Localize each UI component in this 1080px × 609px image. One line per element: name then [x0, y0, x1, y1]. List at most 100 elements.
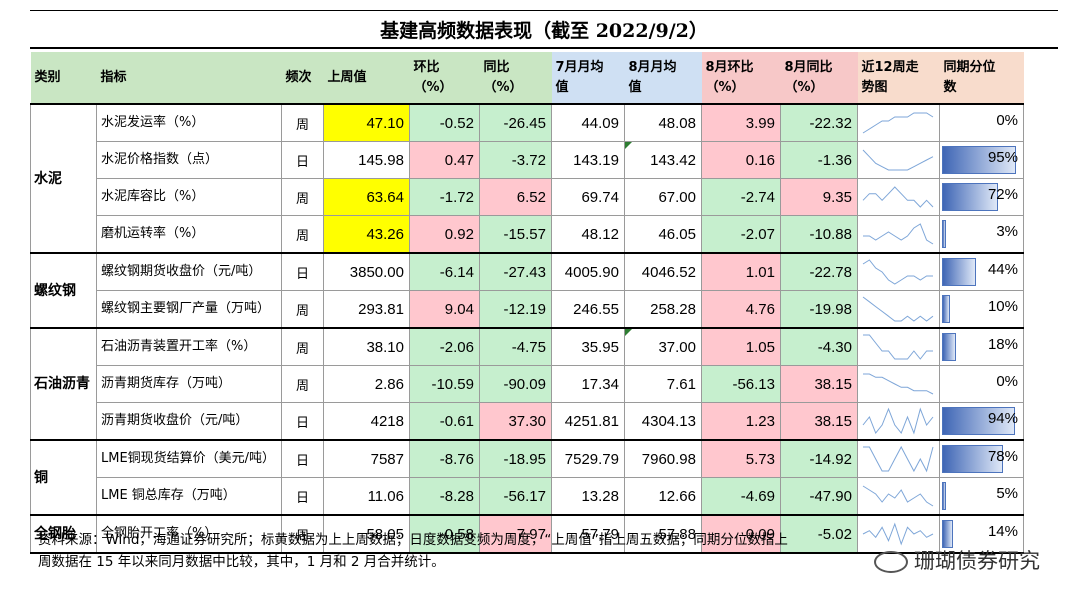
category-cell: 石油沥青: [30, 327, 97, 441]
wow-value: -10.59: [409, 365, 480, 403]
percentile-bar: [942, 183, 999, 211]
wow-value: -8.28: [409, 477, 480, 516]
header-yoy: 同比 （%）: [479, 52, 552, 104]
percentile-cell: 18%: [939, 327, 1024, 366]
jul-avg-value: 69.74: [551, 178, 625, 216]
percentile-cell: 3%: [939, 215, 1024, 254]
aug-yoy-value: -4.30: [780, 327, 858, 366]
yoy-value: -26.45: [479, 103, 552, 142]
trend-sparkline: [857, 252, 940, 291]
yoy-value: -90.09: [479, 365, 552, 403]
header-trend: 近12周走 势图: [857, 52, 940, 104]
table-title: 基建高频数据表现（截至 2022/9/2）: [380, 20, 708, 42]
frequency-cell: 日: [281, 141, 324, 179]
sparkline-line: [862, 522, 934, 546]
aug-yoy-value: -1.36: [780, 141, 858, 179]
percentile-value: 94%: [987, 410, 1018, 427]
table-row: 铜 LME铜现货结算价（美元/吨）日 7587 -8.76 -18.95 7529.79 7…: [30, 439, 1024, 516]
wechat-icon: [874, 551, 908, 573]
category-cell: 铜: [30, 439, 97, 516]
header-percentile: 同期分位数: [939, 52, 1024, 104]
sparkline-chart: [862, 186, 934, 208]
percentile-bar: [942, 258, 977, 286]
trend-sparkline: [857, 215, 940, 254]
watermark: 珊瑚债券研究: [874, 545, 1040, 575]
yoy-value: 37.30: [479, 402, 552, 441]
last-week-value: 293.81: [323, 290, 410, 329]
aug-avg-value: 4304.13: [624, 402, 702, 441]
yoy-value: 6.52: [479, 178, 552, 216]
aug-wow-value: -2.74: [701, 178, 781, 216]
frequency-cell: 周: [281, 290, 324, 329]
percentile-value: 72%: [987, 186, 1018, 203]
aug-yoy-value: 9.35: [780, 178, 858, 216]
category-cell: 螺纹钢: [30, 252, 97, 329]
aug-yoy-value: -5.02: [780, 514, 858, 554]
aug-wow-value: 1.01: [701, 252, 781, 291]
table-row: 石油沥青 石油沥青装置开工率（%）周 38.10 -2.06 -4.75 35.95 37.…: [30, 327, 1024, 441]
wow-value: 0.47: [409, 141, 480, 179]
indicator-name: 全钢胎开工率（%）: [96, 514, 282, 554]
aug-wow-value: -4.69: [701, 477, 781, 516]
jul-avg-value: 4251.81: [551, 402, 625, 441]
jul-avg-value: 143.19: [551, 141, 625, 179]
aug-wow-value: 5.73: [701, 439, 781, 478]
trend-sparkline: [857, 477, 940, 516]
sparkline-line: [862, 112, 934, 134]
aug-avg-value: 7.61: [624, 365, 702, 403]
last-week-value: 58.05: [323, 514, 410, 554]
aug-yoy-value: -14.92: [780, 439, 858, 478]
percentile-value: 95%: [987, 149, 1018, 166]
percentile-cell: 0%: [939, 103, 1024, 142]
wow-value: 9.04: [409, 290, 480, 329]
header-jul-avg: 7月月均值: [551, 52, 625, 104]
frequency-cell: 周: [281, 327, 324, 366]
aug-yoy-value: 38.15: [780, 365, 858, 403]
percentile-value: 78%: [987, 448, 1018, 465]
percentile-bar: [942, 520, 953, 548]
aug-wow-value: 0.16: [701, 141, 781, 179]
yoy-value: -18.95: [479, 439, 552, 478]
watermark-text: 珊瑚债券研究: [914, 549, 1040, 573]
header-wow: 环比 （%）: [409, 52, 480, 104]
frequency-cell: 周: [281, 514, 324, 554]
table-body: 水泥 水泥发运率（%）周 47.10 -0.52 -26.45 44.09 48.08 3.9…: [30, 103, 1024, 554]
jul-avg-value: 246.55: [551, 290, 625, 329]
aug-yoy-value: -47.90: [780, 477, 858, 516]
frequency-cell: 日: [281, 252, 324, 291]
aug-avg-value: 143.42: [624, 141, 702, 179]
header-aug-yoy: 8月同比 （%）: [780, 52, 858, 104]
indicator-name: 石油沥青装置开工率（%）: [96, 327, 282, 366]
aug-avg-value: 37.00: [624, 327, 702, 366]
trend-sparkline: [857, 439, 940, 478]
header-category: 类别: [30, 52, 97, 104]
frequency-cell: 周: [281, 103, 324, 142]
jul-avg-value: 57.79: [551, 514, 625, 554]
aug-avg-value: 46.05: [624, 215, 702, 254]
trend-sparkline: [857, 103, 940, 142]
indicator-name: 螺纹钢主要钢厂产量（万吨）: [96, 290, 282, 329]
percentile-cell: 44%: [939, 252, 1024, 291]
percentile-cell: 10%: [939, 290, 1024, 329]
last-week-value: 145.98: [323, 141, 410, 179]
sparkline-line: [862, 407, 934, 435]
aug-avg-value: 7960.98: [624, 439, 702, 478]
jul-avg-value: 17.34: [551, 365, 625, 403]
sparkline-chart: [863, 373, 934, 395]
aug-avg-value: 4046.52: [624, 252, 702, 291]
category-cell: 全钢胎: [30, 514, 97, 554]
sparkline-chart: [862, 522, 934, 546]
yoy-value: -27.43: [479, 252, 552, 291]
indicator-name: 沥青期货库存（万吨）: [96, 365, 282, 403]
aug-yoy-value: -19.98: [780, 290, 858, 329]
sparkline-line: [862, 186, 934, 208]
header-last-week: 上周值: [323, 52, 410, 104]
sparkline-chart: [862, 485, 934, 507]
wow-value: -2.06: [409, 327, 480, 366]
trend-sparkline: [857, 327, 940, 366]
source-note: 资料来源：Wind，海通证券研究所；标黄数据为上上周数据；日度数据变频为周度，“…: [38, 529, 1048, 573]
percentile-bar: [942, 333, 957, 361]
wow-value: -0.52: [409, 103, 480, 142]
jul-avg-value: 44.09: [551, 103, 625, 142]
category-cell: 水泥: [30, 103, 97, 254]
